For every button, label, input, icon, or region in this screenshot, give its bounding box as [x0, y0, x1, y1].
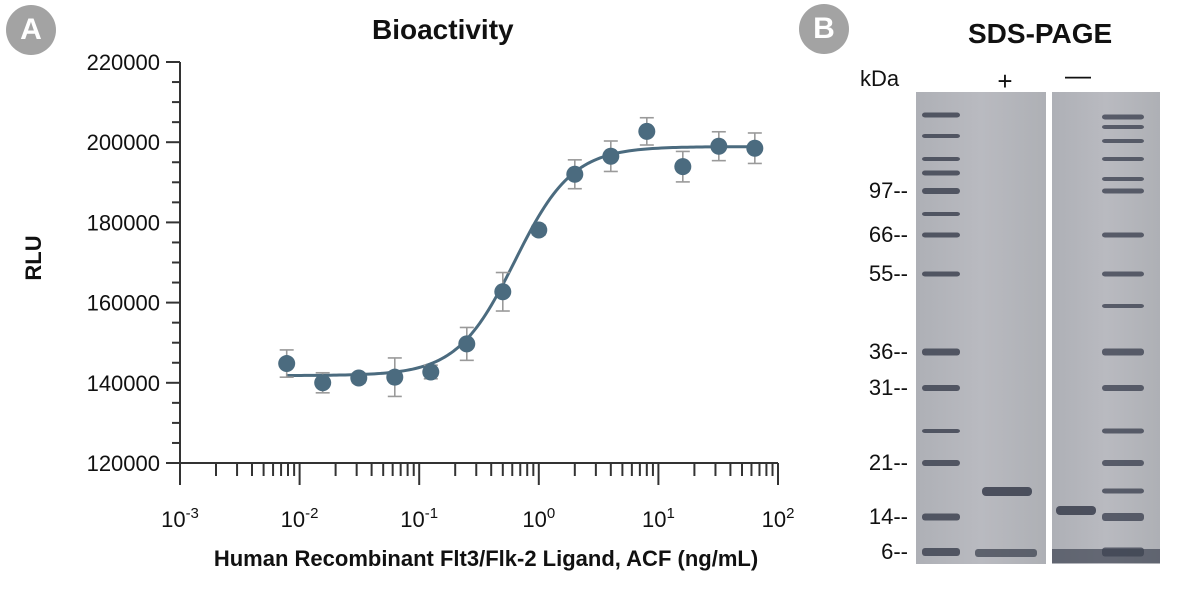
gel-ladder-band — [922, 513, 960, 521]
data-point — [746, 139, 764, 157]
gel-right-ladder-band — [1102, 488, 1144, 494]
x-tick-label: 10-2 — [281, 505, 319, 532]
data-point — [530, 221, 548, 239]
y-tick-label: 140000 — [87, 371, 160, 396]
data-point — [350, 369, 368, 387]
gel-title: SDS-PAGE — [968, 18, 1113, 49]
gel-marker-label: 97-- — [869, 178, 908, 203]
panel-a-badge: A — [6, 5, 56, 55]
data-point — [458, 335, 476, 353]
gel-dye-front-plus — [975, 549, 1037, 557]
gel-ladder-band — [922, 212, 960, 216]
sds-page-gel: kDa + — 97-- 66-- 55-- 36-- 31-- 21-- 14-- 6-- — [860, 60, 1160, 564]
gel-right-ladder-band — [1102, 177, 1144, 181]
gel-right-ladder-band — [1102, 114, 1144, 120]
gel-dye-front-minus — [1052, 549, 1160, 563]
gel-ladder-band — [922, 271, 960, 277]
y-tick-label: 120000 — [87, 451, 160, 476]
gel-right-ladder-band — [1102, 385, 1144, 391]
gel-ladder-band — [922, 134, 960, 138]
x-tick-label: 100 — [522, 505, 555, 532]
gel-right-ladder-band — [1102, 428, 1144, 434]
y-axis-label: RLU — [21, 235, 46, 280]
bioactivity-chart: 120000 140000 160000 180000 200000 220000 10-3… — [21, 50, 795, 571]
gel-sample-band-minus — [1056, 506, 1096, 515]
gel-right-ladder-band — [1102, 139, 1144, 143]
gel-marker-label: 66-- — [869, 222, 908, 247]
data-point — [674, 158, 692, 176]
gel-marker-label: 36-- — [869, 339, 908, 364]
kda-label: kDa — [860, 66, 900, 91]
y-tick-label: 160000 — [87, 291, 160, 316]
gel-ladder-band — [922, 348, 960, 356]
gel-ladder-band — [922, 157, 960, 161]
gel-right-ladder-band — [1102, 304, 1144, 308]
gel-ladder-band — [922, 112, 960, 118]
lane-label-minus: — — [1065, 60, 1091, 90]
lane-label-plus: + — [997, 66, 1012, 96]
fit-curve — [286, 145, 755, 377]
y-tick-label: 180000 — [87, 210, 160, 235]
gel-ladder-band — [922, 385, 960, 391]
gel-marker-label: 31-- — [869, 375, 908, 400]
data-point — [494, 283, 512, 301]
data-point — [566, 165, 584, 183]
gel-marker-label: 21-- — [869, 450, 908, 475]
gel-marker-label: 14-- — [869, 504, 908, 529]
panel-b-badge: B — [799, 4, 849, 54]
gel-marker-label: 55-- — [869, 261, 908, 286]
gel-right-panel — [1052, 92, 1160, 564]
gel-right-ladder-band — [1102, 232, 1144, 238]
gel-right-ladder-band — [1102, 157, 1144, 161]
gel-right-ladder-band — [1102, 271, 1144, 277]
gel-right-ladder-band — [1102, 188, 1144, 194]
data-point — [638, 122, 656, 140]
gel-right-ladder-band — [1102, 125, 1144, 129]
gel-right-ladder-band — [1102, 460, 1144, 466]
data-point — [422, 363, 440, 381]
gel-ladder-band — [922, 232, 960, 238]
x-tick-label: 101 — [642, 505, 675, 532]
data-point — [314, 374, 332, 392]
data-point — [386, 368, 404, 386]
chart-title: Bioactivity — [372, 14, 514, 45]
gel-ladder-band — [922, 188, 960, 194]
data-point — [710, 137, 728, 155]
data-point — [278, 355, 296, 373]
x-axis-label: Human Recombinant Flt3/Flk-2 Ligand, ACF… — [214, 546, 758, 571]
gel-ladder-band — [922, 548, 960, 556]
gel-sample-band-plus — [982, 487, 1032, 496]
gel-right-ladder-band — [1102, 348, 1144, 356]
y-tick-label: 220000 — [87, 50, 160, 75]
data-point — [602, 147, 620, 165]
gel-ladder-band — [922, 460, 960, 466]
gel-ladder-band — [922, 170, 960, 176]
gel-right-ladder-band — [1102, 513, 1144, 521]
x-tick-label: 102 — [762, 505, 795, 532]
x-tick-label: 10-1 — [400, 505, 438, 532]
gel-marker-label: 6-- — [881, 539, 908, 564]
y-tick-label: 200000 — [87, 130, 160, 155]
gel-ladder-band — [922, 429, 960, 433]
x-tick-label: 10-3 — [161, 505, 199, 532]
